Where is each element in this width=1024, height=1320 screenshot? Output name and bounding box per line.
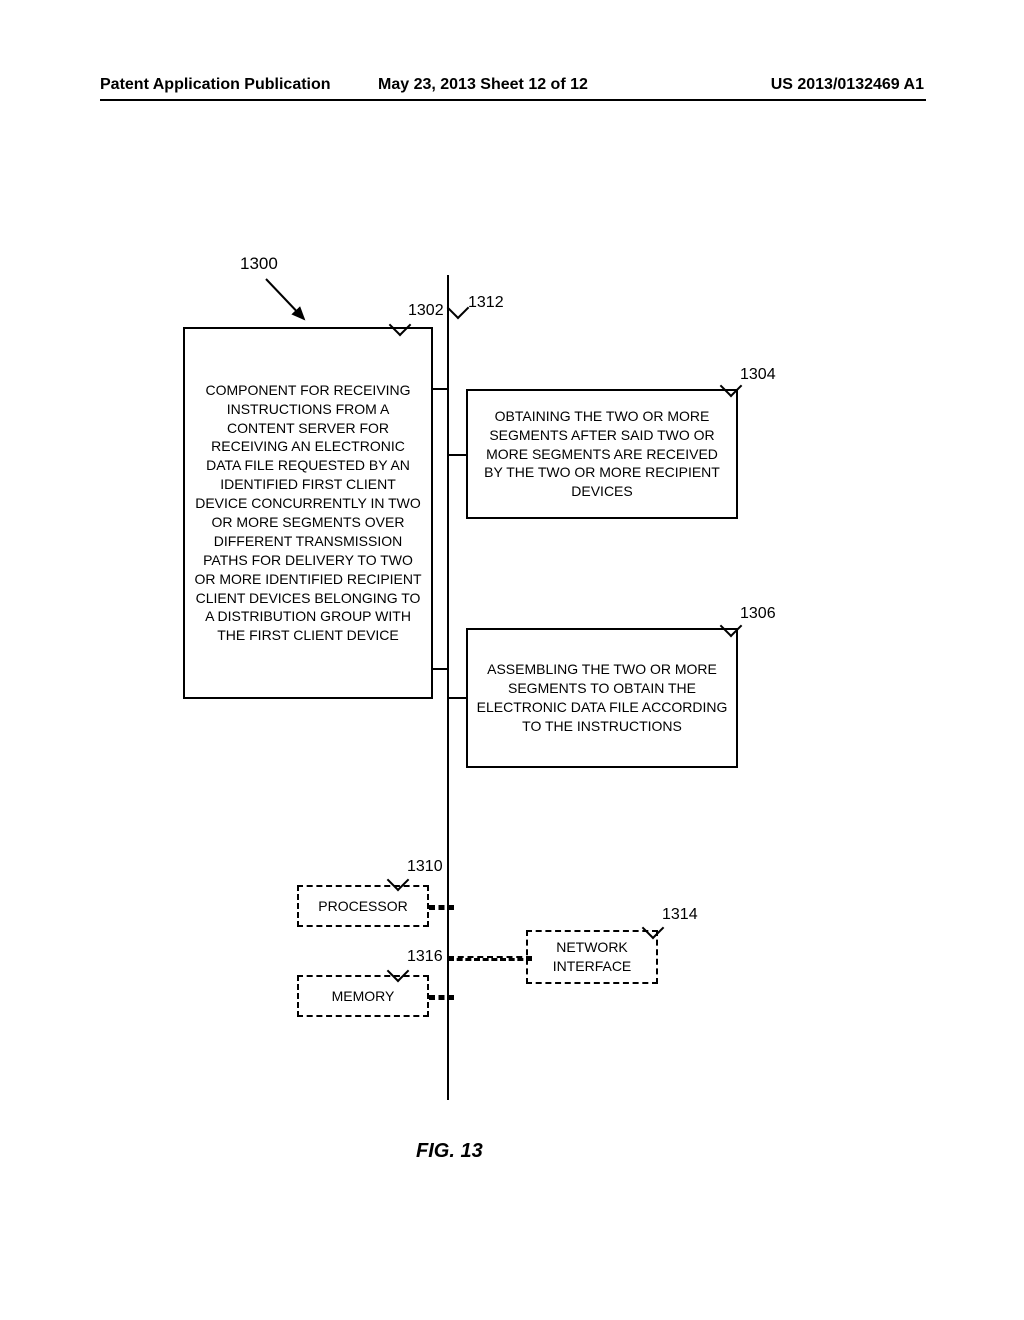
box-1306-text: ASSEMBLING THE TWO OR MORE SEGMENTS TO O… (476, 660, 728, 736)
header-right: US 2013/0132469 A1 (771, 76, 924, 94)
conn-1304 (448, 454, 466, 456)
box-1310-text: PROCESSOR (318, 897, 407, 916)
figure-caption: FIG. 13 (416, 1140, 483, 1163)
page: Patent Application Publication May 23, 2… (0, 0, 1024, 1320)
ref-1302: 1302 (408, 302, 444, 320)
conn-1310 (429, 905, 454, 910)
box-1316: MEMORY (297, 975, 429, 1017)
ref-1316: 1316 (407, 948, 443, 966)
box-1316-text: MEMORY (332, 987, 395, 1006)
conn-1314 (448, 956, 532, 961)
box-1306: ASSEMBLING THE TWO OR MORE SEGMENTS TO O… (466, 628, 738, 768)
ref-1300: 1300 (240, 254, 278, 274)
box-1314-text: NETWORK INTERFACE (536, 938, 648, 976)
conn-1302b (433, 668, 448, 670)
conn-1302 (433, 388, 448, 390)
box-1314: NETWORK INTERFACE (526, 930, 658, 984)
header-rule (100, 99, 926, 101)
box-1310: PROCESSOR (297, 885, 429, 927)
box-1304: OBTAINING THE TWO OR MORE SEGMENTS AFTER… (466, 389, 738, 519)
header-mid: May 23, 2013 Sheet 12 of 12 (378, 76, 588, 94)
conn-1316 (429, 995, 454, 1000)
conn-1306 (448, 697, 466, 699)
ref-1304: 1304 (740, 366, 776, 384)
box-1302: COMPONENT FOR RECEIVING INSTRUCTIONS FRO… (183, 327, 433, 699)
ref-1312: 1312 (468, 294, 504, 312)
ref-1314: 1314 (662, 906, 698, 924)
arrow-1300 (260, 275, 320, 330)
ref-1306: 1306 (740, 605, 776, 623)
ref-1310: 1310 (407, 858, 443, 876)
box-1304-text: OBTAINING THE TWO OR MORE SEGMENTS AFTER… (476, 407, 728, 501)
header-left: Patent Application Publication (100, 76, 331, 94)
tick-1312 (447, 297, 470, 320)
center-bus (447, 275, 449, 1100)
box-1302-text: COMPONENT FOR RECEIVING INSTRUCTIONS FRO… (193, 381, 423, 645)
